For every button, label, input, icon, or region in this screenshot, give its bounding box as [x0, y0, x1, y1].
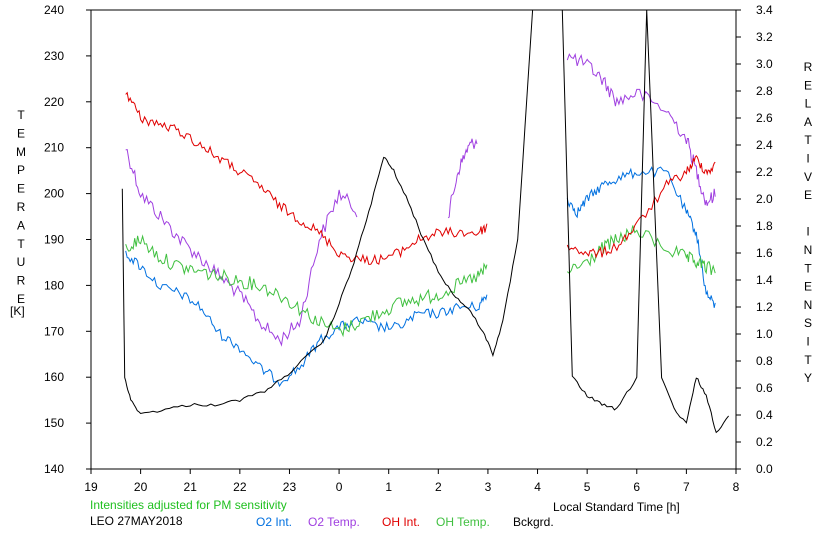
- legend-entry: OH Int.: [382, 515, 420, 529]
- y-right-title-letter: T: [804, 261, 812, 275]
- axes-layer: 19 20 21 22 23 0 1 2 3 4 5 6 7 8140150160170180190200…: [44, 3, 773, 494]
- y-left-tick-label: 200: [44, 187, 64, 201]
- y-left-tick-label: 170: [44, 324, 64, 338]
- x-tick-label: 23: [283, 480, 297, 494]
- x-tick-label: 5: [584, 480, 591, 494]
- y-right-title-letter: E: [804, 188, 812, 202]
- y-left-title-letter: R: [17, 200, 26, 214]
- plot-frame: [90, 9, 737, 470]
- y-left-title-letter: E: [17, 182, 25, 196]
- y-right-tick-label: 0.2: [756, 435, 773, 449]
- series-line-o2-int: [125, 166, 716, 388]
- series-layer: [121, 9, 729, 434]
- y-right-tick-label: 3.0: [756, 57, 773, 71]
- y-left-title-letter: M: [16, 145, 26, 159]
- x-tick-label: 7: [683, 480, 690, 494]
- y-left-tick-label: 220: [44, 95, 64, 109]
- y-right-tick-label: 2.6: [756, 111, 773, 125]
- y-right-tick-label: 2.0: [756, 192, 773, 206]
- y-right-title-letter: Y: [804, 371, 812, 385]
- y-right-tick-label: 2.2: [756, 165, 773, 179]
- y-axis-left-unit: [K]: [10, 304, 25, 318]
- y-left-tick-label: 140: [44, 462, 64, 476]
- y-right-title-letter: I: [806, 152, 809, 166]
- site-date: LEO 27MAY2018: [90, 514, 183, 528]
- y-right-tick-label: 3.2: [756, 30, 773, 44]
- x-tick-label: 8: [733, 480, 740, 494]
- legend-entry: O2 Int.: [256, 515, 292, 529]
- y-right-title-letter: S: [804, 316, 812, 330]
- y-left-title-letter: T: [17, 237, 25, 251]
- x-tick-label: 6: [633, 480, 640, 494]
- y-right-tick-label: 3.4: [756, 3, 773, 17]
- y-left-tick-label: 240: [44, 3, 64, 17]
- y-left-tick-label: 210: [44, 141, 64, 155]
- y-left-title-letter: P: [17, 163, 25, 177]
- y-right-title-letter: R: [804, 60, 813, 74]
- y-right-tick-label: 1.8: [756, 219, 773, 233]
- x-tick-label: 0: [336, 480, 343, 494]
- x-tick-label: 3: [485, 480, 492, 494]
- y-left-title-letter: A: [17, 218, 25, 232]
- x-tick-label: 19: [84, 480, 98, 494]
- legend-entry: Bckgrd.: [513, 515, 554, 529]
- y-right-title-letter: T: [804, 133, 812, 147]
- y-left-tick-label: 230: [44, 49, 64, 63]
- y-left-title-letter: E: [17, 292, 25, 306]
- y-right-title-letter: I: [806, 335, 809, 349]
- x-tick-label: 1: [385, 480, 392, 494]
- y-right-title-letter: N: [804, 243, 813, 257]
- x-tick-label: 22: [233, 480, 247, 494]
- y-right-title-letter: N: [804, 298, 813, 312]
- y-left-tick-label: 180: [44, 278, 64, 292]
- x-tick-label: 4: [534, 480, 541, 494]
- sensitivity-note: Intensities adjusted for PM sensitivity: [90, 498, 287, 512]
- series-line-oh-temp: [125, 225, 716, 338]
- y-right-tick-label: 2.4: [756, 138, 773, 152]
- x-tick-label: 20: [134, 480, 148, 494]
- series-line-bckgrd: [121, 9, 729, 434]
- y-right-title-letter: I: [806, 225, 809, 239]
- y-right-tick-label: 2.8: [756, 84, 773, 98]
- series-line-oh-int: [125, 91, 716, 265]
- legend-entry: O2 Temp.: [308, 515, 360, 529]
- y-left-tick-label: 160: [44, 370, 64, 384]
- y-right-tick-label: 1.6: [756, 246, 773, 260]
- y-left-tick-label: 190: [44, 233, 64, 247]
- y-right-tick-label: 0.4: [756, 408, 773, 422]
- series-line-o2-temp: [125, 52, 716, 347]
- y-right-tick-label: 0.6: [756, 381, 773, 395]
- y-left-title-letter: T: [17, 108, 25, 122]
- y-right-title-letter: L: [805, 97, 812, 111]
- y-left-title-letter: E: [17, 126, 25, 140]
- y-right-tick-label: 1.4: [756, 273, 773, 287]
- y-right-tick-label: 1.2: [756, 300, 773, 314]
- y-right-tick-label: 1.0: [756, 327, 773, 341]
- x-tick-label: 21: [184, 480, 198, 494]
- y-left-tick-label: 150: [44, 416, 64, 430]
- y-right-tick-label: 0.0: [756, 462, 773, 476]
- y-left-title-letter: R: [17, 274, 26, 288]
- y-right-title-letter: A: [804, 115, 812, 129]
- y-right-title-letter: V: [804, 170, 812, 184]
- y-left-title-letter: U: [17, 255, 26, 269]
- x-axis-title: Local Standard Time [h]: [553, 500, 680, 514]
- legend-entry: OH Temp.: [436, 515, 490, 529]
- y-right-title-letter: E: [804, 78, 812, 92]
- y-right-title-letter: E: [804, 280, 812, 294]
- x-tick-label: 2: [435, 480, 442, 494]
- legend: O2 Int. O2 Temp. OH Int. OH Temp. Bckgrd.: [256, 515, 554, 529]
- y-right-tick-label: 0.8: [756, 354, 773, 368]
- y-right-title-letter: T: [804, 353, 812, 367]
